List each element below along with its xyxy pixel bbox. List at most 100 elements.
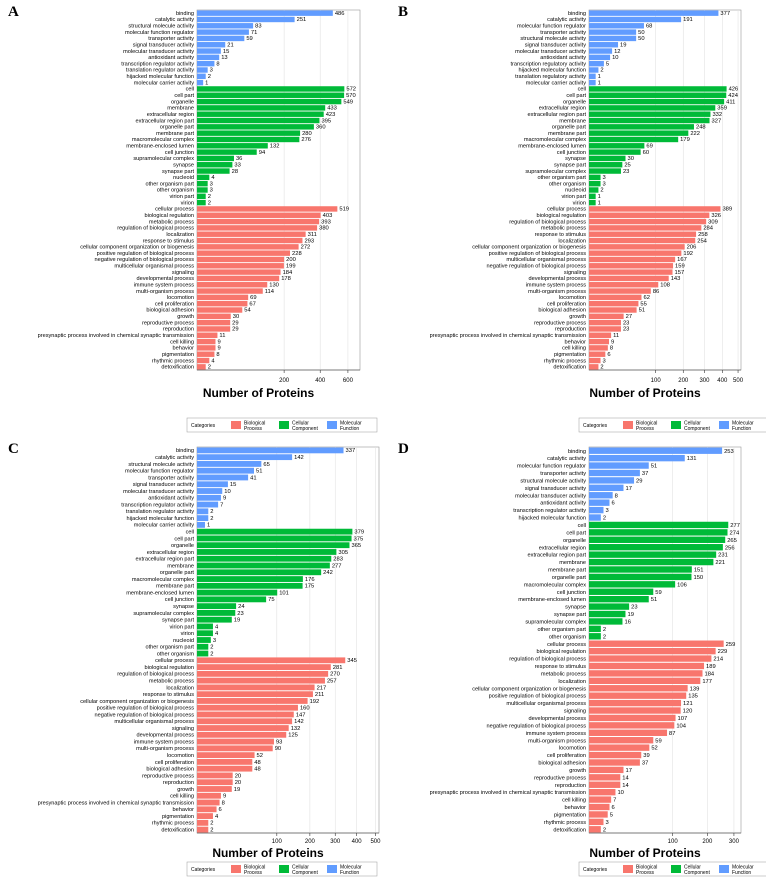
bar <box>589 692 687 699</box>
value-label: 277 <box>332 563 342 569</box>
category-label: membrane-enclosed lumen <box>518 144 586 150</box>
value-label: 2 <box>210 651 213 657</box>
category-label: developmental process <box>136 733 194 739</box>
value-label: 251 <box>297 17 307 23</box>
bar <box>589 521 729 529</box>
value-label: 23 <box>237 611 243 617</box>
category-label: molecular carrier activity <box>526 80 587 86</box>
bar <box>197 29 249 35</box>
bar <box>197 786 232 792</box>
value-label: 6 <box>611 805 614 811</box>
bar <box>197 48 221 54</box>
bar <box>197 130 301 136</box>
legend-swatch <box>719 421 729 429</box>
bar <box>589 707 681 714</box>
category-label: macromolecular complex <box>524 582 586 588</box>
category-label: other organism part <box>145 181 194 187</box>
bar <box>589 319 621 326</box>
category-label: binding <box>568 11 586 17</box>
category-label: detoxification <box>161 827 194 833</box>
value-label: 199 <box>286 264 296 270</box>
bar <box>589 364 599 370</box>
category-label: nucleoid <box>173 175 194 181</box>
category-label: reproductive process <box>142 320 194 326</box>
category-label: cell proliferation <box>547 301 586 307</box>
value-label: 52 <box>257 753 263 759</box>
value-label: 281 <box>333 665 343 671</box>
value-label: 2 <box>210 827 213 833</box>
category-label: molecular function regulator <box>517 24 586 30</box>
x-axis-title: Number of Proteins <box>589 846 701 860</box>
bar <box>197 684 315 691</box>
bar <box>197 603 237 610</box>
value-label: 309 <box>708 219 718 225</box>
value-label: 572 <box>346 87 356 93</box>
value-label: 10 <box>612 55 618 61</box>
category-label: cell killing <box>562 346 586 352</box>
bar <box>197 60 215 67</box>
category-label: molecular carrier activity <box>134 523 195 529</box>
category-label: molecular transducer activity <box>123 49 194 55</box>
value-label: 345 <box>347 658 357 664</box>
bar <box>197 155 234 162</box>
category-label: signaling <box>564 270 586 276</box>
category-label: metabolic process <box>541 226 586 232</box>
value-label: 21 <box>227 42 233 48</box>
category-label: positive regulation of biological proces… <box>489 251 587 257</box>
bar <box>197 461 262 467</box>
category-label: nucleoid <box>173 638 194 644</box>
legend-entry-line: Cellular <box>292 421 309 427</box>
bar <box>197 758 253 765</box>
bar <box>197 677 325 684</box>
value-label: 9 <box>611 339 614 345</box>
bar <box>589 737 654 744</box>
category-label: catalytic activity <box>547 17 586 23</box>
value-label: 311 <box>308 232 317 238</box>
category-label: macromolecular complex <box>524 137 586 143</box>
category-label: hijacked molecular function <box>127 74 194 80</box>
category-label: biological regulation <box>537 213 586 219</box>
bar <box>197 549 337 555</box>
category-label: reproduction <box>163 780 194 786</box>
value-label: 192 <box>683 251 693 257</box>
category-label: binding <box>568 449 586 455</box>
bar <box>589 307 637 313</box>
bar <box>197 231 306 237</box>
category-label: molecular function regulator <box>125 469 194 475</box>
bar <box>197 351 215 357</box>
value-label: 189 <box>706 664 716 670</box>
bar <box>197 765 253 772</box>
x-tick-label: 400 <box>717 378 728 384</box>
legend-swatch <box>671 421 681 429</box>
category-label: detoxification <box>161 365 194 371</box>
value-label: 389 <box>722 207 732 213</box>
category-label: biological adhesion <box>146 308 194 314</box>
bar <box>589 722 675 729</box>
value-label: 305 <box>338 550 348 556</box>
legend-entry-line: Component <box>684 426 710 432</box>
value-label: 1 <box>598 80 601 86</box>
bar <box>197 616 232 623</box>
bar <box>589 633 601 640</box>
value-label: 519 <box>339 207 349 213</box>
category-label: synapse <box>565 156 586 162</box>
value-label: 24 <box>238 604 245 610</box>
bar <box>197 569 322 576</box>
value-label: 200 <box>286 257 296 263</box>
value-label: 87 <box>669 731 675 737</box>
value-label: 101 <box>279 590 289 596</box>
bar <box>589 566 692 573</box>
category-label: cellular process <box>547 207 586 213</box>
bar <box>197 117 320 124</box>
panel-letter-d: D <box>398 441 409 457</box>
bar <box>197 16 295 23</box>
value-label: 433 <box>327 106 337 112</box>
category-label: signal transducer activity <box>133 482 194 488</box>
value-label: 51 <box>651 597 657 603</box>
bar <box>589 506 604 514</box>
value-label: 259 <box>726 642 736 648</box>
bar <box>589 155 626 162</box>
value-label: 248 <box>696 125 706 131</box>
bar <box>589 187 599 193</box>
value-label: 120 <box>683 709 693 715</box>
